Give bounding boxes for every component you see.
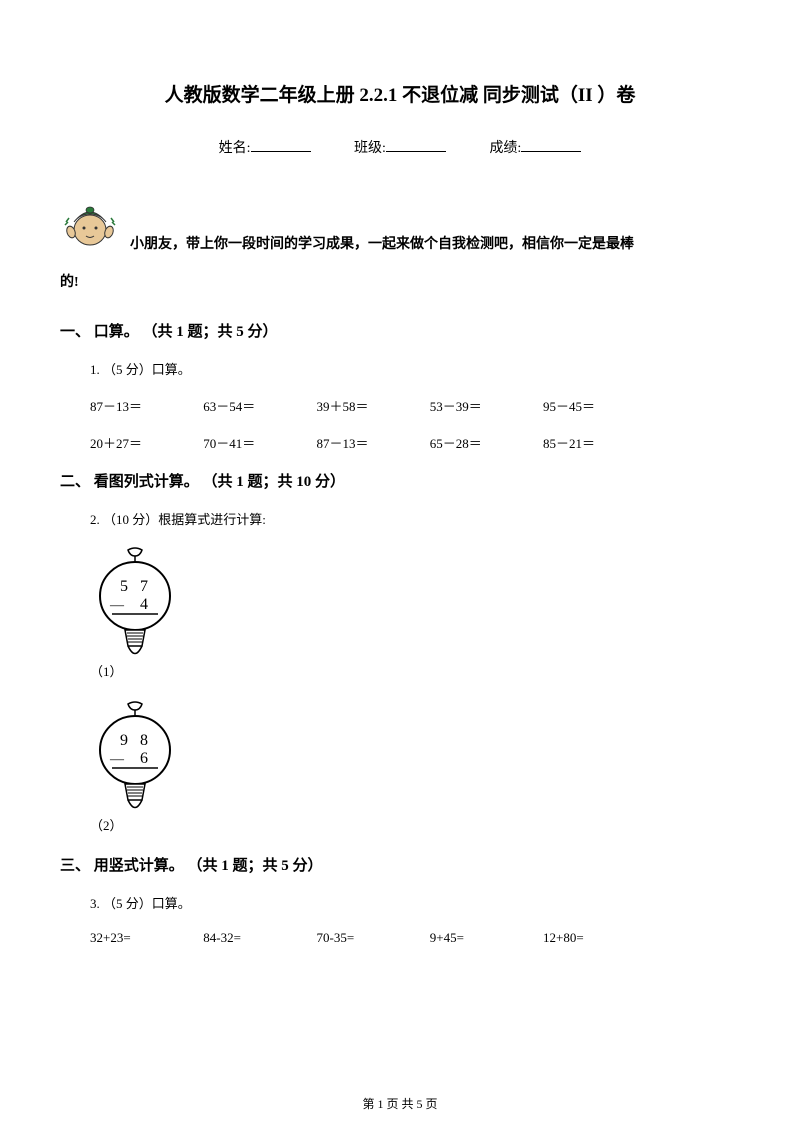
svg-text:—: — bbox=[109, 752, 125, 767]
calc-item: 70-35= bbox=[317, 930, 427, 946]
page-title: 人教版数学二年级上册 2.2.1 不退位减 同步测试（II ）卷 bbox=[60, 80, 740, 107]
calc-item: 32+23= bbox=[90, 930, 200, 946]
calc-item: 63－54＝ bbox=[203, 396, 313, 415]
question-2: 2. （10 分）根据算式进行计算: bbox=[90, 509, 740, 528]
calc-item: 39＋58＝ bbox=[317, 396, 427, 415]
calc-item: 87－13＝ bbox=[317, 433, 427, 452]
encourage-line2: 的! bbox=[60, 270, 740, 295]
question-1: 1. （5 分）口算。 bbox=[90, 359, 740, 378]
svg-text:5: 5 bbox=[120, 578, 128, 595]
calc-row-2: 20＋27＝ 70－41＝ 87－13＝ 65－28＝ 85－21＝ bbox=[90, 433, 740, 452]
calc-item: 87－13＝ bbox=[90, 396, 200, 415]
calc-item: 85－21＝ bbox=[543, 433, 653, 452]
svg-text:4: 4 bbox=[140, 596, 148, 613]
svg-text:7: 7 bbox=[140, 578, 148, 595]
calc-row-3: 32+23= 84-32= 70-35= 9+45= 12+80= bbox=[90, 930, 740, 946]
class-label: 班级: bbox=[354, 141, 386, 156]
info-line: 姓名: 班级: 成绩: bbox=[60, 137, 740, 157]
lantern-2-label: （2） bbox=[90, 815, 123, 834]
mascot-icon bbox=[60, 192, 120, 252]
calc-item: 65－28＝ bbox=[430, 433, 540, 452]
svg-text:9: 9 bbox=[120, 732, 128, 749]
name-blank bbox=[251, 151, 311, 152]
lantern-1-label: （1） bbox=[90, 661, 123, 680]
calc-item: 53－39＝ bbox=[430, 396, 540, 415]
svg-text:8: 8 bbox=[140, 732, 148, 749]
lantern-2-container: 9 8 — 6 bbox=[90, 700, 740, 820]
name-label: 姓名: bbox=[219, 141, 251, 156]
section-2-header: 二、 看图列式计算。 （共 1 题；共 10 分） bbox=[60, 470, 740, 491]
mascot-section: 小朋友，带上你一段时间的学习成果，一起来做个自我检测吧，相信你一定是最棒 bbox=[60, 192, 740, 262]
question-3: 3. （5 分）口算。 bbox=[90, 893, 740, 912]
svg-text:6: 6 bbox=[140, 750, 148, 767]
calc-item: 12+80= bbox=[543, 930, 653, 946]
score-label: 成绩: bbox=[489, 141, 521, 156]
encourage-line1: 小朋友，带上你一段时间的学习成果，一起来做个自我检测吧，相信你一定是最棒 bbox=[130, 192, 634, 262]
svg-text:—: — bbox=[109, 598, 125, 613]
lantern-1-label-row: （1） bbox=[90, 661, 740, 680]
lantern-2-icon: 9 8 — 6 bbox=[90, 700, 180, 820]
lantern-1-icon: 5 7 — 4 bbox=[90, 546, 180, 666]
page-footer: 第 1 页 共 5 页 bbox=[0, 1095, 800, 1112]
calc-row-1: 87－13＝ 63－54＝ 39＋58＝ 53－39＝ 95－45＝ bbox=[90, 396, 740, 415]
lantern-2-label-row: （2） bbox=[90, 815, 740, 834]
calc-item: 84-32= bbox=[203, 930, 313, 946]
section-1-header: 一、 口算。 （共 1 题；共 5 分） bbox=[60, 320, 740, 341]
class-blank bbox=[386, 151, 446, 152]
score-blank bbox=[521, 151, 581, 152]
calc-item: 95－45＝ bbox=[543, 396, 653, 415]
calc-item: 20＋27＝ bbox=[90, 433, 200, 452]
calc-item: 9+45= bbox=[430, 930, 540, 946]
lantern-1-container: 5 7 — 4 bbox=[90, 546, 740, 666]
calc-item: 70－41＝ bbox=[203, 433, 313, 452]
section-3-header: 三、 用竖式计算。 （共 1 题；共 5 分） bbox=[60, 854, 740, 875]
